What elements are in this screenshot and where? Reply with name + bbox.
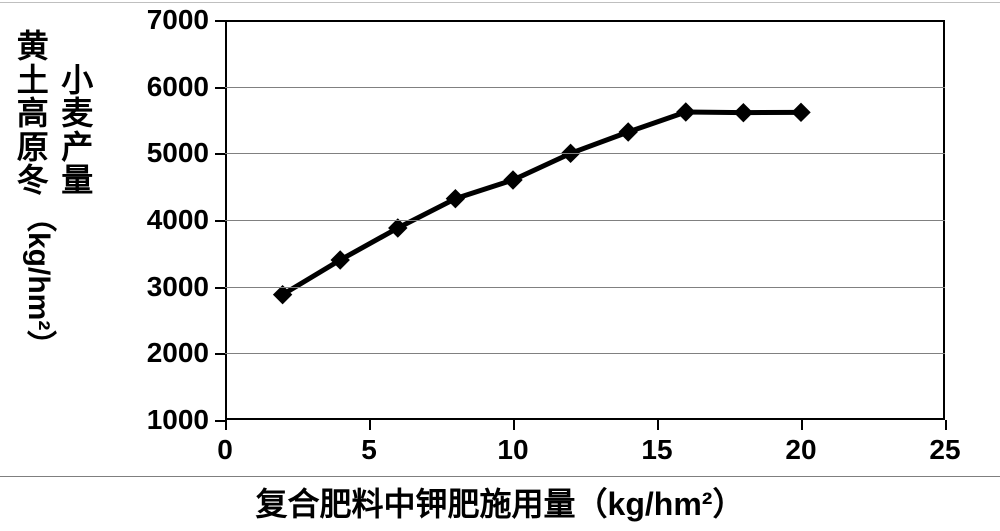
- y-tick-mark: [215, 153, 225, 155]
- x-tick-mark: [657, 420, 659, 430]
- x-tick-mark: [369, 420, 371, 430]
- x-tick-mark: [801, 420, 803, 430]
- y-tick-mark: [215, 87, 225, 89]
- x-tick-mark: [513, 420, 515, 430]
- chart-container: 黄土高原冬 小麦产量 （kg/hm²） 复合肥料中钾肥施用量（kg/hm²） 1…: [0, 0, 1000, 531]
- gridline: [225, 287, 945, 288]
- y-tick-mark: [215, 353, 225, 355]
- y-tick-label: 7000: [119, 4, 209, 36]
- x-tick-label: 5: [361, 434, 377, 466]
- y-tick-label: 1000: [119, 404, 209, 436]
- y-tick-label: 3000: [119, 271, 209, 303]
- gridline: [225, 220, 945, 221]
- series-marker: [734, 104, 752, 122]
- bottom-separator: [0, 476, 1000, 477]
- y-tick-label: 5000: [119, 137, 209, 169]
- y-tick-mark: [215, 220, 225, 222]
- x-tick-label: 15: [641, 434, 672, 466]
- x-tick-mark: [945, 420, 947, 430]
- x-tick-label: 20: [785, 434, 816, 466]
- y-tick-label: 4000: [119, 204, 209, 236]
- series-marker: [446, 190, 464, 208]
- series-marker: [619, 123, 637, 141]
- y-tick-mark: [215, 420, 225, 422]
- x-tick-label: 10: [497, 434, 528, 466]
- x-tick-label: 0: [217, 434, 233, 466]
- series-marker: [504, 171, 522, 189]
- x-axis-title: 复合肥料中钾肥施用量（kg/hm²）: [0, 479, 1000, 525]
- x-tick-label: 25: [929, 434, 960, 466]
- gridline: [225, 353, 945, 354]
- series-marker: [792, 103, 810, 121]
- gridline: [225, 153, 945, 154]
- y-tick-mark: [215, 20, 225, 22]
- y-tick-label: 6000: [119, 71, 209, 103]
- series-line: [283, 112, 801, 295]
- series-marker: [677, 103, 695, 121]
- x-tick-mark: [225, 420, 227, 430]
- gridline: [225, 87, 945, 88]
- y-tick-label: 2000: [119, 337, 209, 369]
- y-tick-mark: [215, 287, 225, 289]
- top-separator: [0, 2, 1000, 3]
